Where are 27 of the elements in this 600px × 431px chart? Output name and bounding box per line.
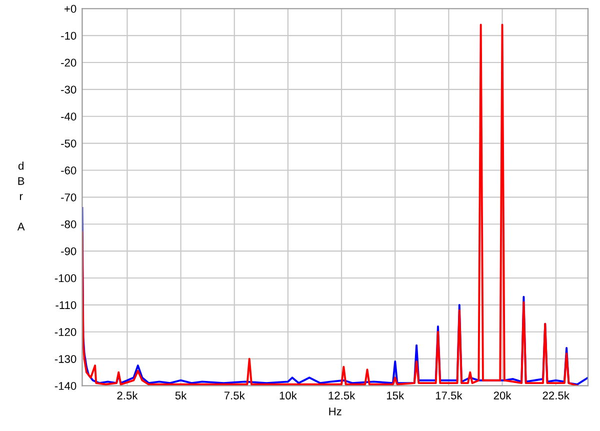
text: dBr A — [17, 162, 25, 230]
x-axis-title: Hz — [329, 408, 342, 416]
y-tick-label: -50 — [61, 140, 76, 148]
y-tick-label: -70 — [61, 193, 76, 202]
x-tick-label: 15k — [387, 391, 404, 400]
y-tick-label: -120 — [54, 328, 76, 336]
y-tick-label: -10 — [61, 32, 76, 40]
y-tick-label: -100 — [54, 274, 76, 282]
x-tick-label: 5k — [175, 391, 187, 400]
line-series — [82, 24, 578, 386]
x-tick-label: 20k — [494, 391, 512, 400]
y-tick-label: -20 — [61, 58, 76, 67]
x-tick-label: 10k — [280, 391, 297, 400]
y-tick-label: -40 — [61, 112, 76, 121]
x-tick-label: 12.5k — [328, 391, 356, 400]
y-tick-label: -80 — [61, 220, 76, 228]
x-tick-label: 2.5k — [117, 391, 138, 400]
y-tick-label: -110 — [56, 301, 76, 310]
y-tick-label: -30 — [61, 86, 76, 94]
y-tick-label: -60 — [61, 166, 76, 174]
y-tick-label: -140 — [54, 382, 76, 390]
x-tick-label: 17.5k — [436, 391, 462, 400]
x-tick-label: 22.5k — [542, 391, 570, 400]
y-tick-label: -130 — [54, 355, 76, 363]
x-tick-label: 7.5k — [224, 391, 245, 400]
y-tick-label: -90 — [61, 247, 76, 256]
y-tick-label: +0 — [64, 4, 76, 13]
